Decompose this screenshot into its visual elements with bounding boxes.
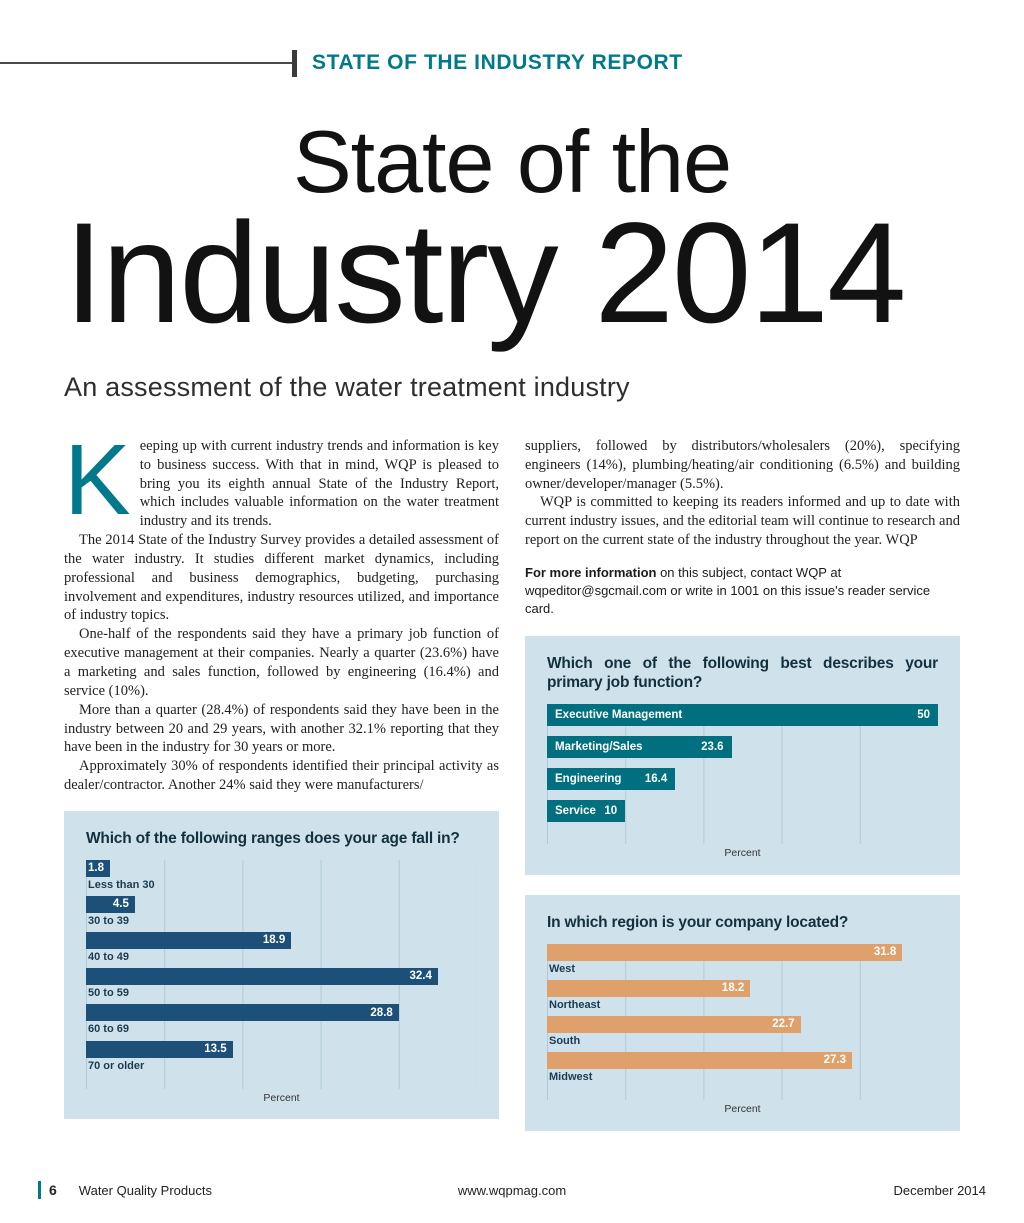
region-chart: In which region is your company located?… <box>525 894 960 1132</box>
bar: Marketing/Sales 23.6 <box>547 736 732 759</box>
footer-left: 6 Water Quality Products <box>38 1181 354 1199</box>
section-kicker: STATE OF THE INDUSTRY REPORT <box>312 51 683 74</box>
bar-value-label: 4.5 <box>112 898 129 911</box>
footer-accent-bar <box>38 1181 41 1199</box>
body-paragraph: More than a quarter (28.4%) of responden… <box>64 701 499 756</box>
header-rule <box>0 62 292 64</box>
magazine-website: www.wqpmag.com <box>457 1182 567 1198</box>
age-range-chart: Which of the following ranges does your … <box>64 810 499 1120</box>
bar: 22.7 <box>547 1016 801 1034</box>
bar: 18.2 <box>547 980 751 998</box>
bar: 1.8 <box>86 860 110 878</box>
bar-value-label: 28.8 <box>370 1006 393 1019</box>
bar-category-label: South <box>549 1035 581 1048</box>
bar: Engineering 16.4 <box>547 768 676 791</box>
article-title-line2: Industry 2014 <box>64 194 907 353</box>
body-paragraph: One-half of the respondents said they ha… <box>64 626 499 699</box>
bar-category-label: Northeast <box>549 999 601 1012</box>
magazine-name: Water Quality Products <box>78 1182 212 1198</box>
page-footer: 6 Water Quality Products www.wqpmag.com … <box>0 1181 1024 1199</box>
bar: 13.5 <box>86 1040 233 1058</box>
chart-plot: Executive Management 50 Marketing/Sales 23.… <box>547 704 938 845</box>
chart-plot: 31.8 West 18.2 Northeast 22.7 South 27.3 Midwes… <box>547 944 938 1101</box>
bar-category-label: Service <box>555 804 596 817</box>
bar-value-label: 22.7 <box>772 1018 795 1031</box>
bar: Executive Management 50 <box>547 704 938 727</box>
more-info-note: For more information on this subject, co… <box>525 564 960 618</box>
right-column: suppliers, followed by distributors/whol… <box>525 437 960 1132</box>
article-subtitle: An assessment of the water treatment ind… <box>64 371 630 402</box>
issue-date: December 2014 <box>893 1182 987 1198</box>
job-function-chart: Which one of the following best describe… <box>525 635 960 875</box>
bar-category-label: Executive Management <box>555 708 683 721</box>
header-tick <box>292 49 297 77</box>
bar-category-label: 40 to 49 <box>88 951 129 964</box>
title-block: State of the Industry 2014 An assessment… <box>0 118 1024 403</box>
bar-value-label: 13.5 <box>204 1042 227 1055</box>
bar: Service 10 <box>547 800 626 823</box>
bar-value-label: 18.9 <box>262 934 286 947</box>
bar-value-label: 18.2 <box>721 982 745 995</box>
body-paragraph: The 2014 State of the Industry Survey pr… <box>64 532 499 624</box>
more-info-text: on this subject, contact WQP at wqpedito… <box>525 564 931 616</box>
bar: 18.9 <box>86 932 292 950</box>
bar-category-label: 70 or older <box>88 1059 145 1072</box>
bar-category-label: Marketing/Sales <box>555 740 643 753</box>
bar-category-label: 30 to 39 <box>88 915 129 928</box>
bar-category-label: 60 to 69 <box>88 1023 129 1036</box>
chart-title: In which region is your company located? <box>547 913 849 931</box>
chart-title: Which of the following ranges does your … <box>86 829 460 847</box>
bar-category-label: 50 to 59 <box>88 987 129 1000</box>
bar: 4.5 <box>86 896 135 914</box>
chart-plot: 1.8 Less than 30 4.5 30 to 39 18.9 40 to 49 32… <box>86 860 477 1089</box>
bar-category-label: Midwest <box>549 1071 593 1084</box>
chart-x-axis-label: Percent <box>724 847 761 860</box>
bar-value-label: 31.8 <box>873 946 897 959</box>
bar-category-label: Engineering <box>555 772 622 785</box>
bar-category-label: West <box>549 963 576 976</box>
chart-x-axis-label: Percent <box>263 1091 300 1104</box>
bar-value-label: 10 <box>604 804 618 817</box>
bar-value-label: 50 <box>917 708 930 721</box>
bar: 28.8 <box>86 1004 399 1022</box>
bar: 32.4 <box>86 968 438 986</box>
more-info-lead: For more information <box>525 564 657 580</box>
body-paragraph: suppliers, followed by distributors/whol… <box>525 437 960 492</box>
body-paragraph: WQP is committed to keeping its readers … <box>525 494 960 549</box>
bar-value-label: 32.4 <box>409 970 432 983</box>
bar-value-label: 16.4 <box>644 772 668 785</box>
body-paragraph: Approximately 30% of respondents identif… <box>64 758 499 794</box>
bar-value-label: 1.8 <box>88 862 104 875</box>
bar: 31.8 <box>547 944 903 962</box>
chart-title: Which one of the following best describe… <box>547 654 938 691</box>
paragraph-text: eeping up with current industry trends a… <box>139 437 499 530</box>
section-header: STATE OF THE INDUSTRY REPORT <box>0 48 1024 78</box>
bar-value-label: 27.3 <box>823 1054 846 1067</box>
drop-cap: K <box>64 423 131 536</box>
chart-x-axis-label: Percent <box>724 1103 761 1116</box>
page-number: 6 <box>49 1182 57 1198</box>
bar-category-label: Less than 30 <box>88 879 155 892</box>
article-title-line1: State of the <box>292 112 732 211</box>
bar: 27.3 <box>547 1052 852 1070</box>
bar-value-label: 23.6 <box>701 740 724 753</box>
